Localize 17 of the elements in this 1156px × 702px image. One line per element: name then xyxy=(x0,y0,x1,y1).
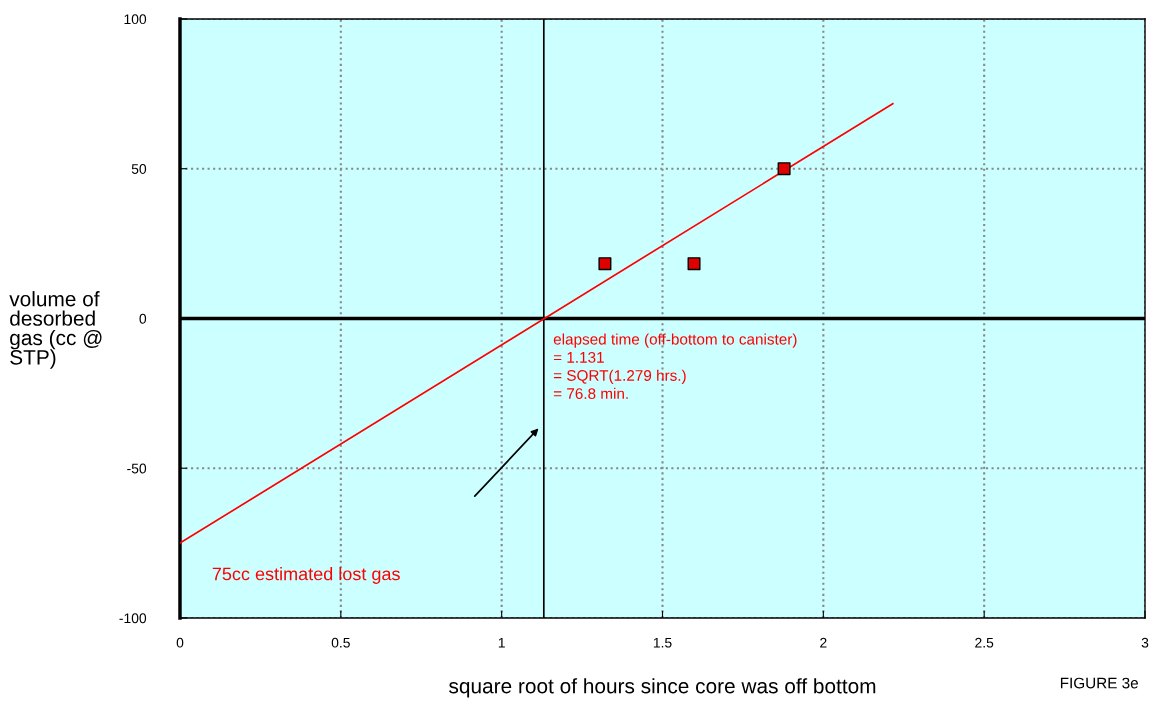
annotation: elapsed time (off-bottom to canister) = 1.131 = SQRT(1.279 hrs.) = 76.8 min. xyxy=(553,333,797,400)
x-tick-label: 1 xyxy=(498,637,505,648)
y-tick-label: 50 xyxy=(131,164,147,174)
x-tick-label: 0 xyxy=(176,637,184,648)
y-tick-label: -100 xyxy=(119,613,147,624)
y-tick-label: -50 xyxy=(127,463,147,474)
x-tick-label: 3 xyxy=(1141,637,1149,648)
x-tick-label: 0.5 xyxy=(331,637,350,648)
x-tick-label: 2 xyxy=(820,637,827,648)
x-tick-label: 2.5 xyxy=(975,637,994,648)
caption: FIGURE 3e xyxy=(1060,677,1138,689)
annotation: 75cc estimated lost gas xyxy=(212,567,400,584)
y-tick-label: 0 xyxy=(139,313,147,324)
x-axis-title: square root of hours since core was off bottom xyxy=(449,678,876,698)
y-axis-title: volume of desorbed gas (cc @ STP) xyxy=(9,291,102,369)
x-tick-label: 1.5 xyxy=(653,637,672,648)
y-tick-label: 100 xyxy=(124,14,147,25)
